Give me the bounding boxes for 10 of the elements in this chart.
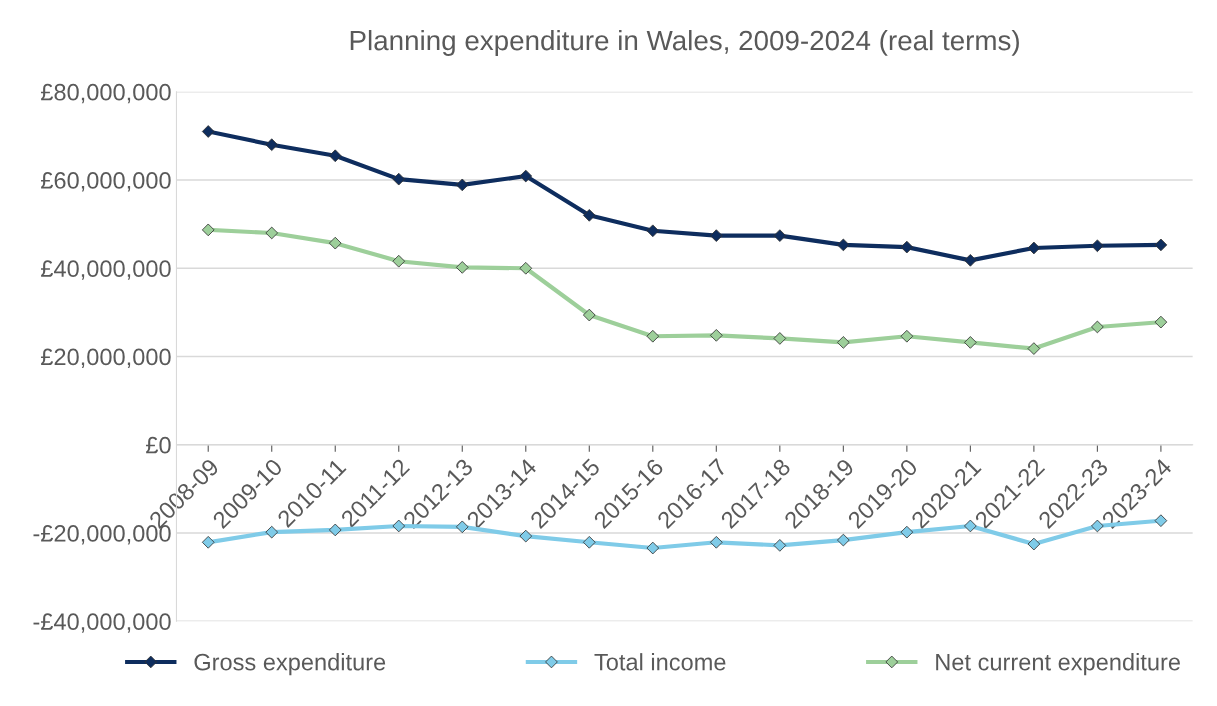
- legend-label: Total income: [594, 653, 726, 671]
- chart-title: Planning expenditure in Wales, 2009-2024 (real terms): [350, 29, 1019, 56]
- y-tick-label: £60,000,000: [40, 172, 171, 192]
- y-tick-label: -£40,000,000: [33, 613, 171, 633]
- y-tick-label: £40,000,000: [40, 260, 171, 280]
- y-tick-label: £80,000,000: [40, 83, 171, 104]
- legend-label: Gross expenditure: [194, 653, 386, 676]
- legend-label: Net current expenditure: [936, 653, 1180, 676]
- y-tick-label: £20,000,000: [40, 348, 171, 369]
- y-tick-label: £0: [146, 436, 171, 454]
